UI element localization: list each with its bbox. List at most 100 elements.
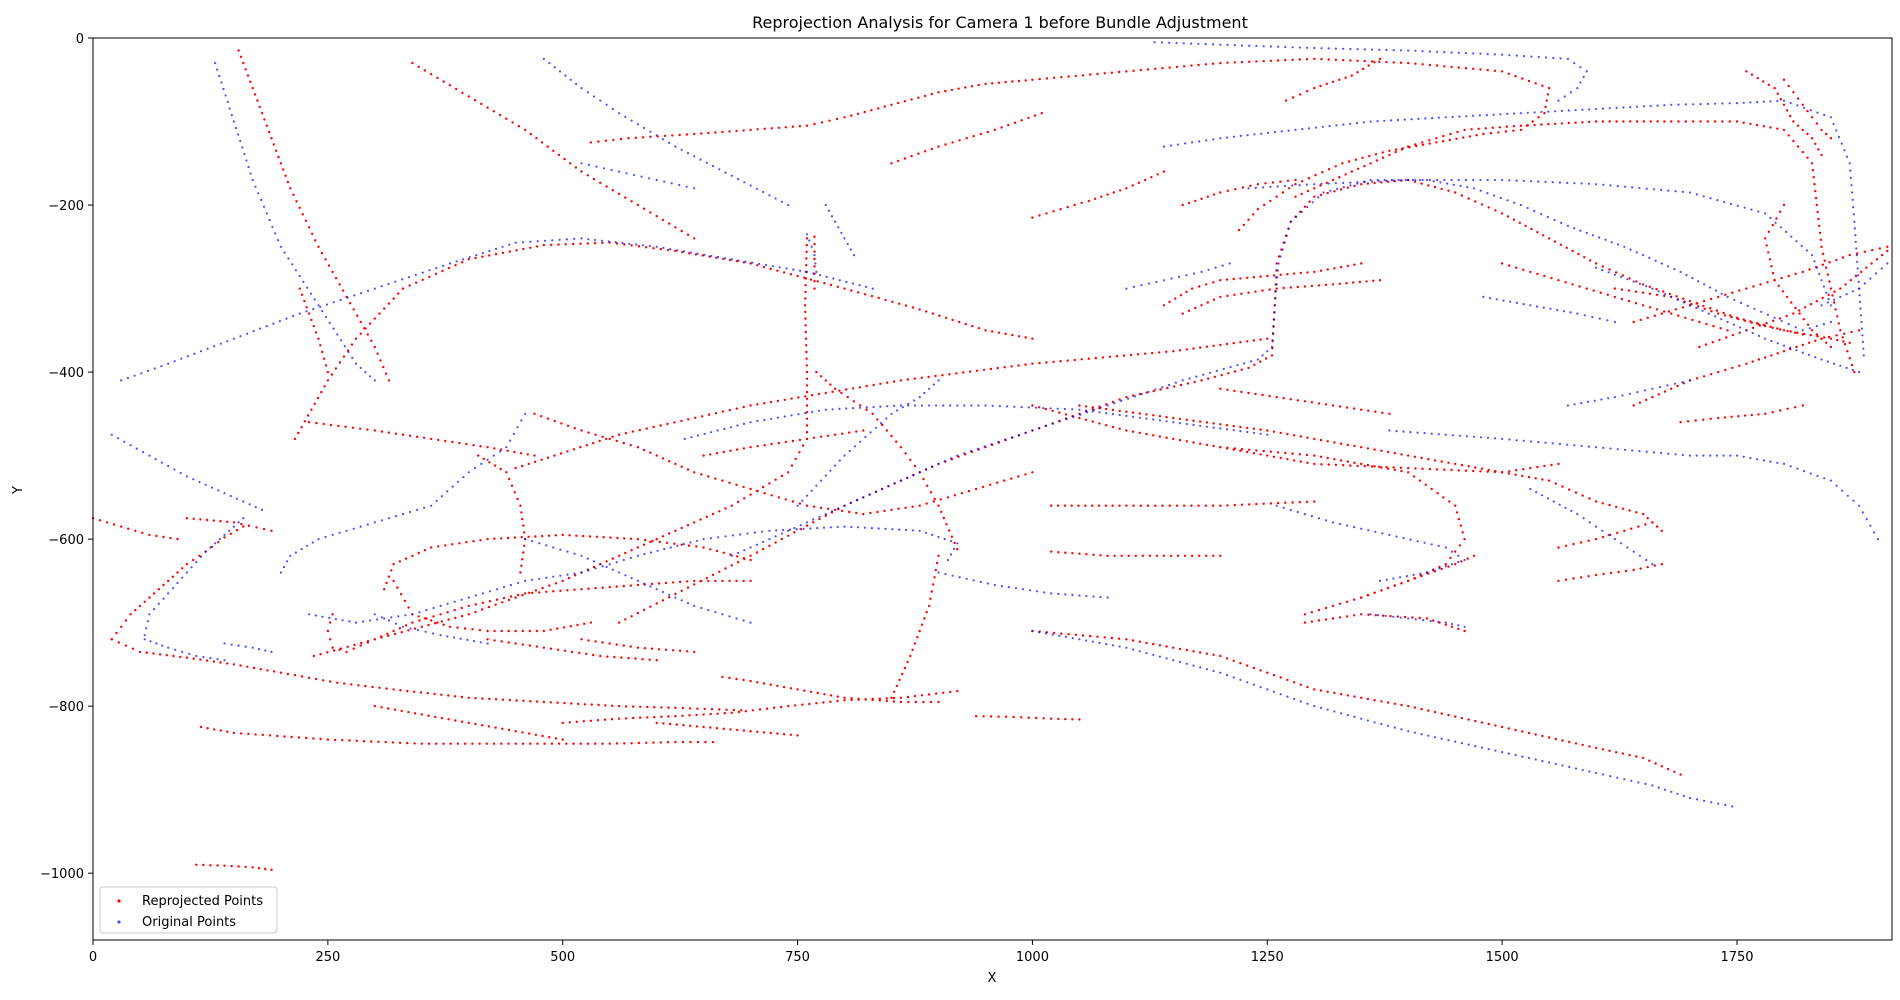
scatter-point — [1017, 475, 1020, 478]
scatter-point — [1773, 86, 1776, 90]
scatter-point — [311, 541, 314, 544]
scatter-point — [1057, 592, 1060, 596]
scatter-point — [1726, 320, 1729, 324]
scatter-point — [1796, 124, 1800, 127]
scatter-point — [627, 656, 630, 660]
scatter-point — [1776, 461, 1779, 464]
scatter-point — [451, 543, 454, 546]
scatter-point — [1523, 55, 1526, 58]
scatter-point — [646, 716, 649, 719]
scatter-point — [688, 707, 692, 710]
scatter-point — [717, 536, 720, 539]
scatter-point — [1762, 459, 1765, 462]
scatter-point — [1099, 554, 1102, 557]
scatter-point — [729, 426, 733, 429]
scatter-point — [513, 536, 517, 539]
scatter-point — [447, 266, 451, 270]
scatter-point — [1770, 354, 1773, 357]
scatter-point — [1670, 387, 1673, 390]
scatter-point — [848, 431, 851, 434]
scatter-point — [1096, 72, 1099, 76]
scatter-point — [1852, 206, 1855, 209]
scatter-point — [714, 131, 717, 134]
scatter-point — [566, 550, 569, 553]
scatter-point — [1457, 554, 1460, 557]
scatter-point — [1345, 600, 1349, 603]
scatter-point — [1662, 290, 1665, 293]
scatter-point — [466, 638, 469, 642]
scatter-point — [1534, 758, 1537, 761]
scatter-point — [1801, 103, 1805, 107]
scatter-point — [1262, 186, 1265, 189]
scatter-point — [665, 541, 669, 544]
scatter-point — [454, 264, 457, 267]
scatter-point — [570, 650, 574, 654]
scatter-point — [825, 275, 828, 278]
scatter-point — [1848, 162, 1851, 165]
scatter-point — [167, 579, 170, 583]
scatter-point — [1185, 274, 1188, 277]
scatter-point — [324, 258, 327, 261]
scatter-point — [1613, 287, 1617, 290]
scatter-point — [709, 453, 712, 456]
scatter-point — [1880, 253, 1884, 257]
scatter-point — [776, 416, 780, 419]
scatter-point — [777, 441, 780, 445]
scatter-point — [762, 190, 765, 194]
scatter-point — [1782, 78, 1786, 82]
scatter-point — [1702, 375, 1706, 378]
scatter-point — [1663, 293, 1667, 296]
scatter-point — [517, 581, 520, 585]
scatter-point — [1702, 454, 1705, 457]
scatter-point — [812, 505, 816, 508]
scatter-point — [199, 658, 202, 661]
scatter-point — [586, 174, 589, 177]
scatter-point — [1232, 429, 1235, 432]
scatter-point — [1050, 504, 1053, 507]
scatter-point — [1507, 472, 1511, 475]
scatter-point — [904, 452, 907, 455]
scatter-point — [1808, 327, 1811, 330]
scatter-point — [1522, 268, 1525, 271]
scatter-point — [743, 549, 746, 552]
scatter-point — [337, 424, 340, 428]
scatter-point — [467, 471, 470, 474]
scatter-point — [1745, 329, 1748, 332]
scatter-point — [588, 535, 592, 538]
scatter-point — [286, 180, 290, 184]
scatter-point — [756, 730, 759, 733]
scatter-point — [1829, 479, 1832, 482]
scatter-point — [693, 579, 696, 583]
scatter-point — [722, 727, 725, 730]
scatter-point — [618, 170, 621, 173]
scatter-point — [406, 741, 409, 745]
scatter-point — [1714, 102, 1717, 105]
scatter-point — [1185, 662, 1188, 665]
scatter-point — [605, 560, 608, 563]
scatter-point — [376, 352, 379, 355]
scatter-point — [1049, 407, 1052, 410]
scatter-point — [762, 265, 766, 269]
scatter-point — [1587, 539, 1590, 542]
scatter-point — [1118, 189, 1122, 192]
scatter-point — [338, 361, 342, 364]
scatter-point — [232, 337, 235, 340]
scatter-point — [506, 536, 510, 540]
scatter-point — [833, 508, 837, 512]
scatter-point — [535, 245, 539, 248]
scatter-point — [742, 447, 746, 450]
scatter-point — [1031, 78, 1034, 82]
scatter-point — [1295, 215, 1298, 218]
scatter-point — [812, 518, 815, 521]
scatter-point — [1275, 262, 1278, 265]
scatter-point — [1162, 279, 1165, 282]
scatter-point — [1594, 120, 1598, 123]
scatter-point — [1450, 625, 1454, 628]
scatter-point — [301, 213, 304, 216]
scatter-point — [1207, 268, 1210, 271]
scatter-point — [143, 600, 146, 603]
scatter-point — [1027, 716, 1030, 719]
scatter-point — [148, 613, 151, 616]
scatter-point — [918, 396, 921, 399]
scatter-point — [1232, 676, 1235, 679]
